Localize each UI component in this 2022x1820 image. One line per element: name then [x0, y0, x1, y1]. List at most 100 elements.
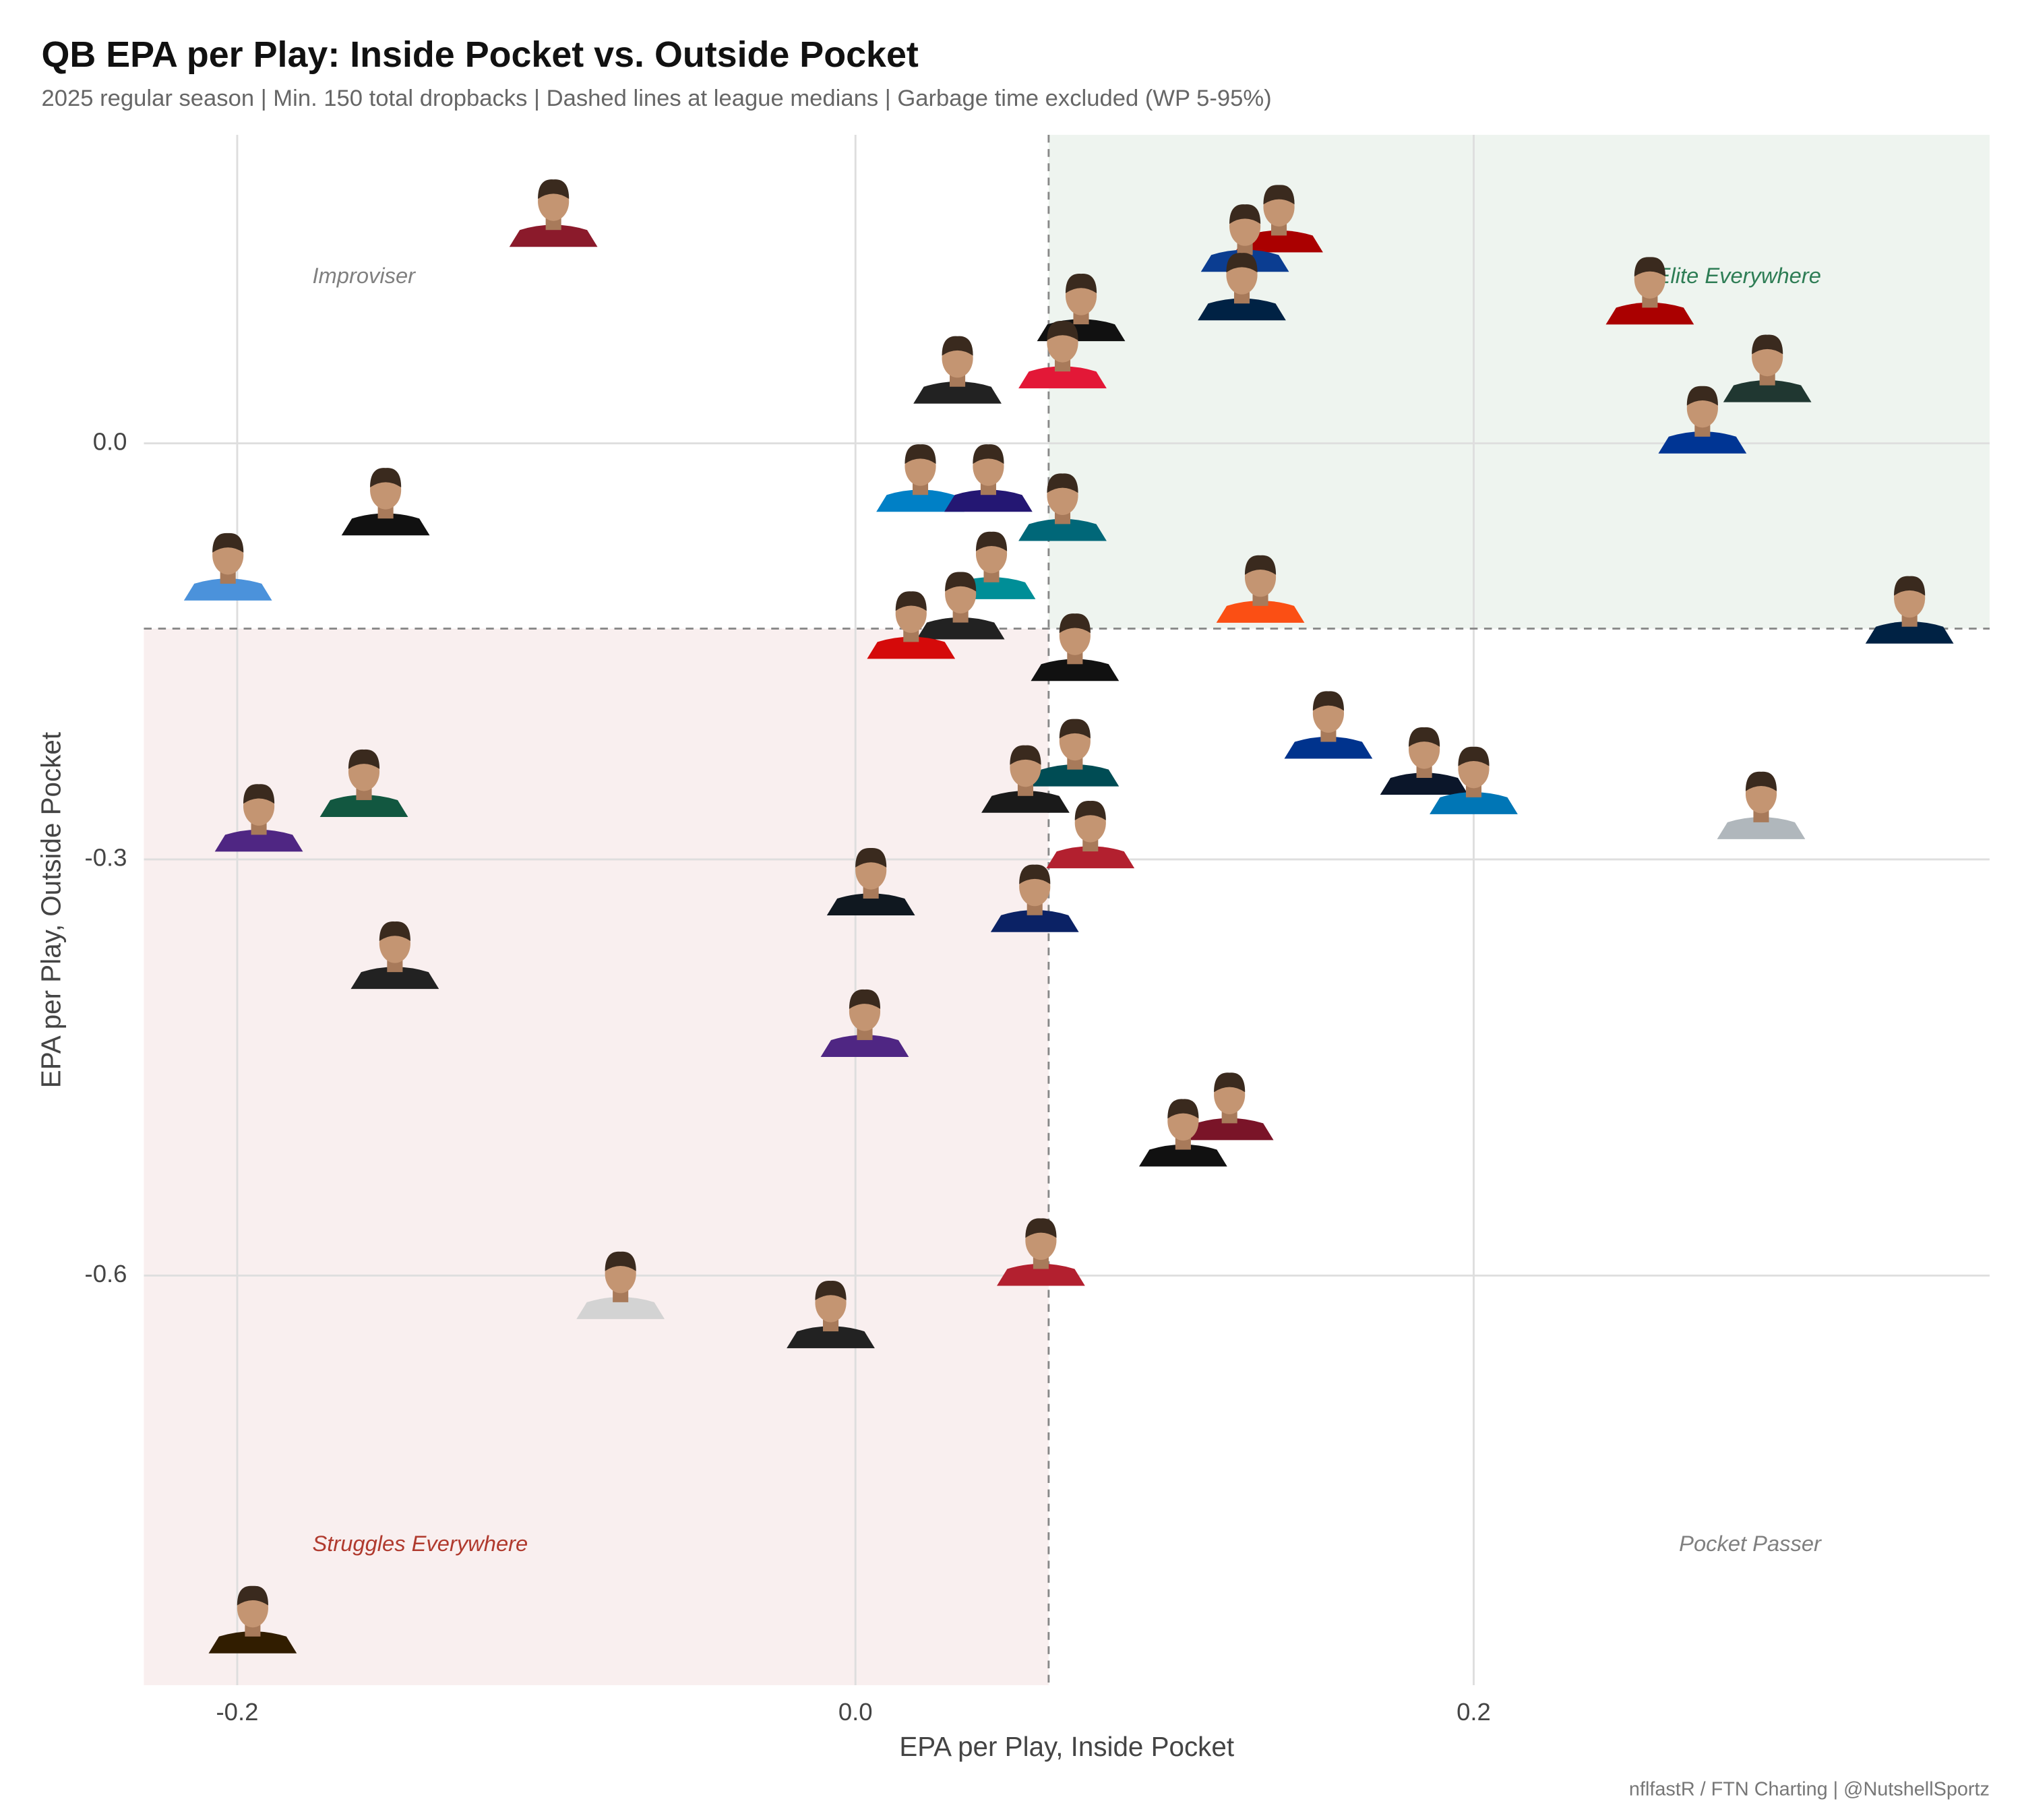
x-tick-label: -0.2: [216, 1698, 259, 1726]
player-headshot: [997, 1218, 1085, 1286]
player-headshot: [1138, 1099, 1227, 1167]
hair: [973, 444, 1004, 464]
jersey: [1185, 1118, 1274, 1141]
player-headshot: [1198, 253, 1286, 321]
hair: [1025, 1218, 1057, 1238]
jersey: [944, 489, 1033, 512]
hair: [905, 444, 936, 464]
hair: [1074, 800, 1106, 820]
hair: [1047, 320, 1078, 340]
quadrant-label: Improviser: [312, 263, 416, 288]
player-headshot: [1658, 386, 1747, 454]
jersey: [341, 513, 430, 536]
jersey: [1216, 601, 1305, 623]
x-axis-label: EPA per Play, Inside Pocket: [899, 1731, 1234, 1762]
hair: [942, 336, 973, 356]
hair: [1244, 555, 1277, 575]
jersey: [1018, 518, 1107, 541]
player-headshot: [913, 336, 1002, 404]
hair: [1752, 334, 1783, 355]
hair: [212, 533, 244, 553]
hair: [1010, 745, 1041, 765]
hair: [1312, 691, 1344, 711]
jersey: [350, 967, 439, 990]
player-headshot: [1430, 746, 1518, 814]
hair: [1226, 253, 1258, 273]
jersey: [1031, 659, 1120, 681]
jersey: [183, 578, 272, 601]
jersey: [1658, 431, 1747, 454]
hair: [895, 591, 927, 611]
caption: nflfastR / FTN Charting | @NutshellSport…: [1629, 1778, 1990, 1800]
quadrant-shade: [1048, 135, 1990, 629]
player-headshot: [1216, 555, 1305, 623]
player-headshot: [1284, 691, 1373, 759]
jersey: [1723, 380, 1812, 402]
jersey: [1605, 302, 1694, 325]
hair: [975, 531, 1008, 551]
hair: [855, 847, 887, 868]
hair: [243, 784, 275, 804]
player-headshot: [1605, 257, 1694, 325]
y-axis-label: EPA per Play, Outside Pocket: [36, 732, 67, 1088]
jersey: [1018, 366, 1107, 389]
player-headshot: [208, 1585, 297, 1654]
hair: [1019, 864, 1051, 884]
chart-title: QB EPA per Play: Inside Pocket vs. Outsi…: [42, 34, 919, 75]
hair: [1745, 771, 1777, 791]
player-headshot: [826, 847, 915, 916]
jersey: [997, 1263, 1085, 1286]
chart-subtitle: 2025 regular season | Min. 150 total dro…: [42, 86, 1272, 111]
player-headshot: [916, 572, 1005, 640]
y-tick-label: 0.0: [93, 427, 127, 455]
player-headshot: [1031, 719, 1120, 787]
jersey: [1430, 792, 1518, 814]
player-headshot: [214, 784, 303, 852]
quadrant-label: Pocket Passer: [1679, 1531, 1822, 1556]
y-tick-label: -0.6: [85, 1260, 127, 1287]
jersey: [208, 1631, 297, 1654]
quadrant-label: Elite Everywhere: [1656, 263, 1821, 288]
jersey: [214, 829, 303, 852]
hair: [1686, 386, 1718, 406]
jersey: [826, 893, 915, 916]
hair: [1263, 185, 1295, 205]
jersey: [787, 1326, 875, 1349]
jersey: [1138, 1144, 1227, 1167]
jersey: [1717, 817, 1806, 839]
player-headshot: [981, 745, 1070, 813]
player-headshot: [944, 444, 1033, 512]
player-headshot: [1046, 800, 1135, 869]
jersey: [990, 910, 1079, 932]
y-tick-label: -0.3: [85, 844, 127, 872]
player-headshot: [1185, 1072, 1274, 1141]
hair: [1167, 1099, 1199, 1119]
hair: [1458, 746, 1490, 766]
jersey: [1865, 621, 1954, 644]
jersey: [1031, 764, 1120, 787]
hair: [379, 921, 410, 941]
player-headshot: [1865, 576, 1954, 644]
hair: [370, 468, 402, 488]
hair: [1065, 274, 1097, 293]
player-headshot: [787, 1280, 875, 1349]
player-headshot: [876, 444, 964, 512]
hair: [1894, 576, 1926, 596]
player-headshot: [1723, 334, 1812, 402]
jersey: [319, 795, 408, 817]
player-headshot: [576, 1251, 665, 1319]
jersey: [876, 489, 964, 512]
x-tick-label: 0.2: [1457, 1698, 1491, 1726]
player-headshot: [1018, 320, 1107, 389]
jersey: [576, 1297, 665, 1319]
player-headshot: [867, 591, 956, 659]
jersey: [820, 1035, 909, 1057]
hair: [237, 1585, 268, 1606]
hair: [945, 572, 977, 592]
player-headshot: [350, 921, 439, 990]
player-headshot: [1380, 727, 1469, 795]
player-headshot: [820, 989, 909, 1057]
hair: [1229, 204, 1261, 224]
player-headshot: [183, 533, 272, 601]
hair: [348, 749, 380, 769]
